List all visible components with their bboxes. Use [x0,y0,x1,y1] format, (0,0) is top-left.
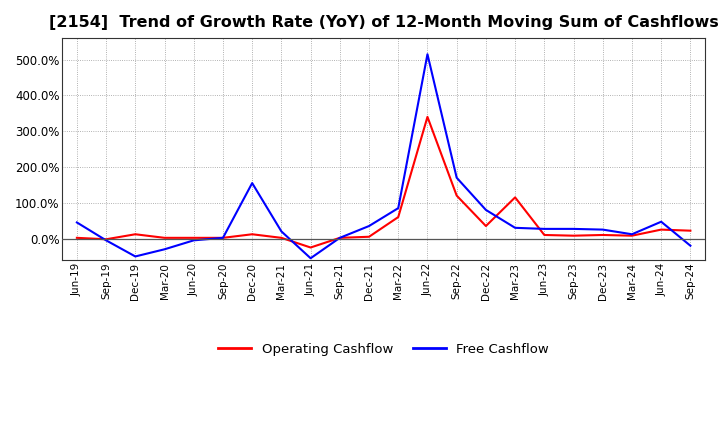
Operating Cashflow [248,231,256,237]
Operating Cashflow [598,232,607,238]
Free Cashflow [482,207,490,213]
Operating Cashflow [161,235,169,241]
Operating Cashflow [452,193,461,198]
Operating Cashflow [336,235,344,241]
Operating Cashflow [510,195,519,200]
Free Cashflow [161,247,169,252]
Operating Cashflow [423,114,432,120]
Free Cashflow [598,227,607,232]
Free Cashflow [540,226,549,231]
Free Cashflow [336,235,344,241]
Line: Free Cashflow: Free Cashflow [77,54,690,258]
Legend: Operating Cashflow, Free Cashflow: Operating Cashflow, Free Cashflow [213,337,554,361]
Title: [2154]  Trend of Growth Rate (YoY) of 12-Month Moving Sum of Cashflows: [2154] Trend of Growth Rate (YoY) of 12-… [49,15,719,30]
Operating Cashflow [482,224,490,229]
Operating Cashflow [570,233,578,238]
Line: Operating Cashflow: Operating Cashflow [77,117,690,248]
Free Cashflow [102,238,110,243]
Operating Cashflow [686,228,695,233]
Free Cashflow [73,220,81,225]
Operating Cashflow [657,227,665,232]
Free Cashflow [452,175,461,180]
Free Cashflow [570,226,578,231]
Free Cashflow [423,51,432,57]
Operating Cashflow [102,237,110,242]
Free Cashflow [510,225,519,231]
Free Cashflow [394,205,402,211]
Operating Cashflow [540,232,549,238]
Free Cashflow [189,238,198,243]
Free Cashflow [131,254,140,259]
Free Cashflow [657,219,665,224]
Free Cashflow [628,231,636,237]
Operating Cashflow [365,234,374,239]
Free Cashflow [277,229,286,234]
Operating Cashflow [277,235,286,241]
Operating Cashflow [394,214,402,220]
Free Cashflow [365,224,374,229]
Operating Cashflow [306,245,315,250]
Free Cashflow [219,235,228,241]
Operating Cashflow [131,231,140,237]
Operating Cashflow [73,235,81,241]
Free Cashflow [686,243,695,248]
Free Cashflow [248,180,256,186]
Operating Cashflow [189,235,198,241]
Free Cashflow [306,256,315,261]
Operating Cashflow [628,233,636,238]
Operating Cashflow [219,235,228,241]
